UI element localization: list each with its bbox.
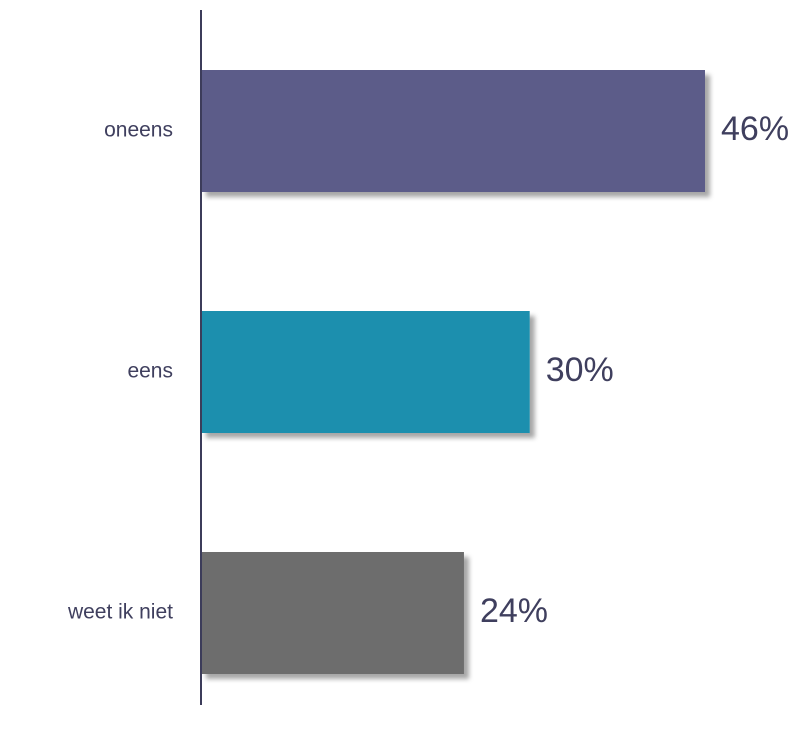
category-label-oneens: oneens xyxy=(104,119,173,142)
bars-layer xyxy=(201,70,705,674)
value-label-oneens: 46% xyxy=(721,110,789,148)
category-label-eens: eens xyxy=(127,360,173,383)
value-label-eens: 30% xyxy=(546,351,614,389)
bar-weet-ik-niet xyxy=(201,552,464,674)
category-label-weet-ik-niet: weet ik niet xyxy=(67,601,173,624)
labels-layer: oneens 46% eens 30% weet ik niet 24% xyxy=(67,110,789,630)
value-label-weet-ik-niet: 24% xyxy=(480,592,548,630)
bar-oneens xyxy=(201,70,705,192)
bar-eens xyxy=(201,311,530,433)
